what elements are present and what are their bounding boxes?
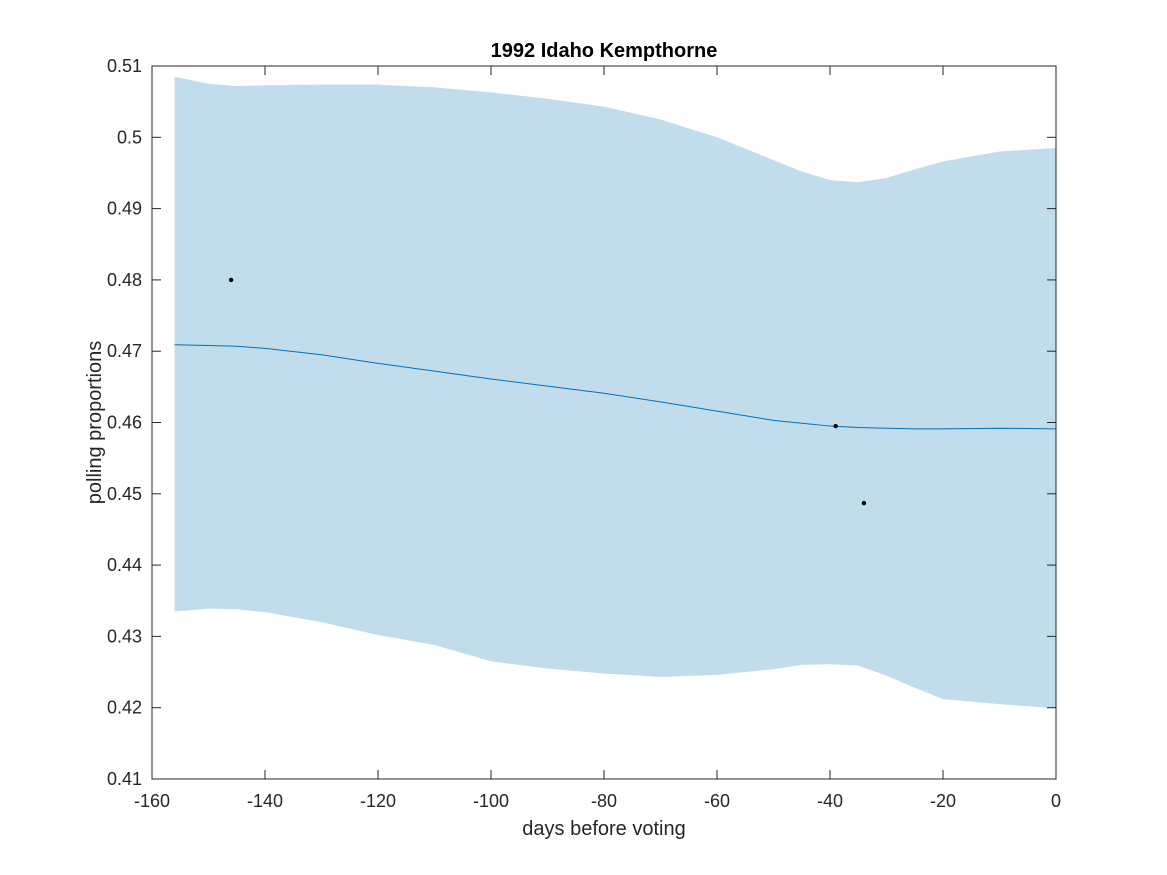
y-tick-label: 0.42 bbox=[107, 698, 142, 718]
y-tick-label: 0.51 bbox=[107, 56, 142, 76]
y-tick-label: 0.41 bbox=[107, 769, 142, 789]
x-axis-label: days before voting bbox=[522, 818, 685, 840]
x-tick-label: 0 bbox=[1051, 791, 1061, 811]
y-tick-label: 0.49 bbox=[107, 199, 142, 219]
x-tick-label: -80 bbox=[591, 791, 617, 811]
axis-ticks: -160 -140 -120 -100 -80 -60 -40 -20 0 0.41 0.42 0.4… bbox=[107, 56, 1061, 811]
trend-line bbox=[174, 344, 1057, 430]
x-tick-label: -100 bbox=[473, 791, 509, 811]
poll-point bbox=[228, 277, 234, 283]
y-tick-label: 0.43 bbox=[107, 626, 142, 646]
x-tick-label: -20 bbox=[930, 791, 956, 811]
poll-point bbox=[861, 500, 867, 506]
y-tick-label: 0.5 bbox=[117, 127, 142, 147]
y-tick-label: 0.46 bbox=[107, 413, 142, 433]
x-tick-label: -40 bbox=[817, 791, 843, 811]
y-tick-label: 0.45 bbox=[107, 484, 142, 504]
y-axis-label: polling proportions bbox=[84, 341, 106, 504]
confidence-band bbox=[174, 76, 1057, 709]
y-tick-label: 0.48 bbox=[107, 270, 142, 290]
poll-point bbox=[833, 423, 838, 429]
y-tick-label: 0.47 bbox=[107, 341, 142, 361]
chart-title: 1992 Idaho Kempthorne bbox=[491, 40, 718, 62]
x-tick-label: -120 bbox=[360, 791, 396, 811]
x-tick-label: -160 bbox=[134, 791, 170, 811]
y-tick-label: 0.44 bbox=[107, 555, 142, 575]
plot-area bbox=[174, 76, 1057, 709]
x-tick-label: -140 bbox=[247, 791, 283, 811]
x-tick-label: -60 bbox=[704, 791, 730, 811]
